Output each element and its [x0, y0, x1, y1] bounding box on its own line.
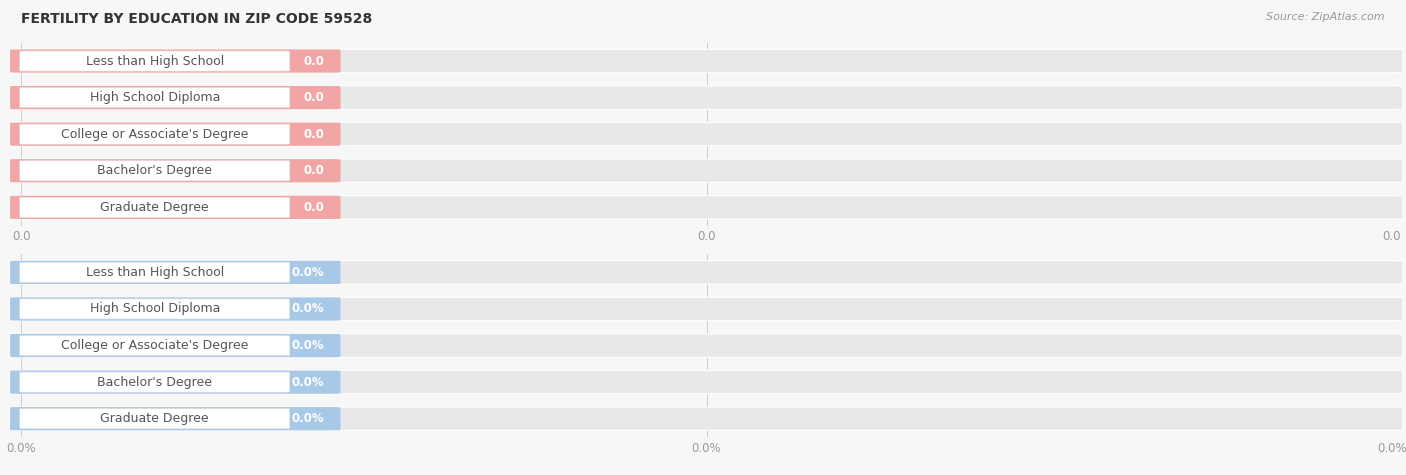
FancyBboxPatch shape [20, 335, 290, 356]
FancyBboxPatch shape [20, 408, 290, 429]
FancyBboxPatch shape [20, 262, 290, 283]
Text: 0.0: 0.0 [304, 164, 323, 177]
Text: 0.0: 0.0 [304, 55, 323, 67]
FancyBboxPatch shape [10, 49, 1403, 73]
Text: Bachelor's Degree: Bachelor's Degree [97, 164, 212, 177]
FancyBboxPatch shape [10, 123, 1403, 146]
FancyBboxPatch shape [10, 86, 1403, 109]
Text: 0.0: 0.0 [304, 128, 323, 141]
FancyBboxPatch shape [20, 161, 290, 181]
Text: 0.0%: 0.0% [291, 412, 323, 425]
Text: College or Associate's Degree: College or Associate's Degree [60, 339, 249, 352]
Text: 0.0%: 0.0% [291, 339, 323, 352]
FancyBboxPatch shape [10, 334, 340, 357]
FancyBboxPatch shape [10, 86, 340, 109]
FancyBboxPatch shape [10, 196, 1403, 219]
FancyBboxPatch shape [10, 159, 340, 182]
FancyBboxPatch shape [20, 197, 290, 218]
FancyBboxPatch shape [10, 196, 340, 219]
Text: College or Associate's Degree: College or Associate's Degree [60, 128, 249, 141]
FancyBboxPatch shape [20, 372, 290, 392]
Text: Source: ZipAtlas.com: Source: ZipAtlas.com [1267, 12, 1385, 22]
FancyBboxPatch shape [10, 261, 1403, 284]
FancyBboxPatch shape [10, 370, 1403, 394]
FancyBboxPatch shape [20, 87, 290, 108]
FancyBboxPatch shape [20, 51, 290, 71]
Text: Less than High School: Less than High School [86, 55, 224, 67]
FancyBboxPatch shape [10, 334, 1403, 357]
FancyBboxPatch shape [10, 297, 340, 321]
Text: High School Diploma: High School Diploma [90, 91, 219, 104]
Text: 0.0: 0.0 [304, 201, 323, 214]
Text: 0.0%: 0.0% [291, 266, 323, 279]
Text: Less than High School: Less than High School [86, 266, 224, 279]
FancyBboxPatch shape [10, 49, 340, 73]
FancyBboxPatch shape [10, 261, 340, 284]
FancyBboxPatch shape [10, 370, 340, 394]
Text: FERTILITY BY EDUCATION IN ZIP CODE 59528: FERTILITY BY EDUCATION IN ZIP CODE 59528 [21, 12, 373, 26]
Text: 0.0: 0.0 [304, 91, 323, 104]
FancyBboxPatch shape [10, 159, 1403, 182]
Text: High School Diploma: High School Diploma [90, 303, 219, 315]
Text: Graduate Degree: Graduate Degree [100, 412, 209, 425]
FancyBboxPatch shape [10, 407, 340, 430]
Text: Graduate Degree: Graduate Degree [100, 201, 209, 214]
FancyBboxPatch shape [20, 124, 290, 144]
Text: 0.0%: 0.0% [291, 303, 323, 315]
Text: Bachelor's Degree: Bachelor's Degree [97, 376, 212, 389]
FancyBboxPatch shape [10, 407, 1403, 430]
FancyBboxPatch shape [20, 299, 290, 319]
FancyBboxPatch shape [10, 123, 340, 146]
Text: 0.0%: 0.0% [291, 376, 323, 389]
FancyBboxPatch shape [10, 297, 1403, 321]
